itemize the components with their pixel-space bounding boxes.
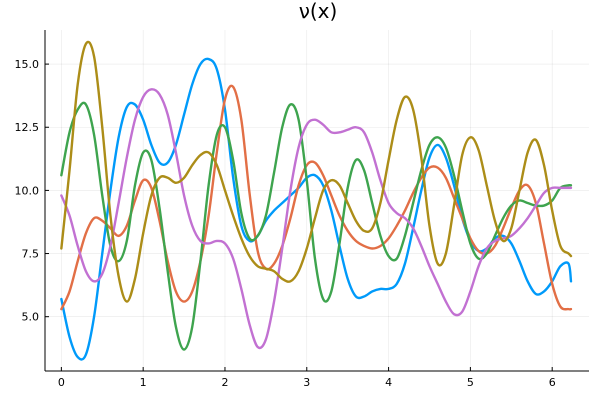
x-tick-label-1: 1 — [140, 376, 147, 389]
x-tick-label-0: 0 — [58, 376, 65, 389]
y-tick-label-4: 15.0 — [15, 58, 40, 71]
axes — [44, 30, 589, 372]
x-tick-label-4: 4 — [385, 376, 392, 389]
series-line-3 — [60, 101, 573, 351]
series-line-5 — [60, 40, 573, 303]
y-tick-label-1: 7.5 — [22, 248, 40, 261]
tick-labels: 0 1 2 3 4 5 6 5.0 7.5 10.0 12.5 15.0 — [15, 58, 556, 389]
series-line-4 — [60, 88, 573, 350]
x-tick-label-2: 2 — [221, 376, 228, 389]
grid — [45, 30, 589, 371]
x-tick-label-5: 5 — [467, 376, 474, 389]
series-line-2 — [60, 84, 573, 311]
chart-title: ν(x) — [299, 0, 338, 23]
x-tick-label-6: 6 — [549, 376, 556, 389]
series-group — [60, 40, 573, 361]
y-tick-label-2: 10.0 — [15, 184, 40, 197]
y-tick-label-0: 5.0 — [22, 311, 40, 324]
x-tick-label-3: 3 — [303, 376, 310, 389]
y-tick-label-3: 12.5 — [15, 121, 40, 134]
